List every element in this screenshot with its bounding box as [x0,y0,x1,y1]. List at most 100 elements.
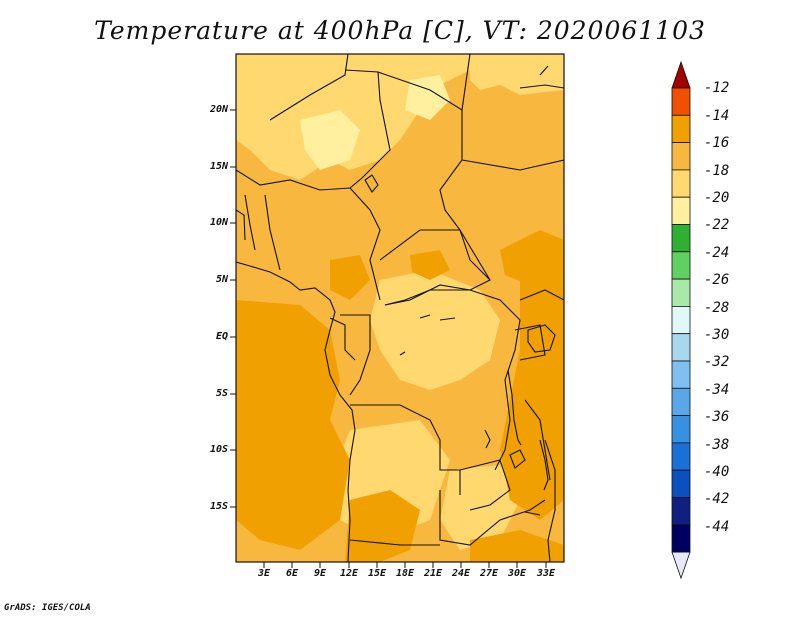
colorbar-label: -20 [704,190,730,206]
axis-ticks [230,109,547,568]
country-borders [236,54,564,562]
lake-chad [364,174,379,193]
colorbar-swatch [671,333,691,362]
red-sea-fragment [519,84,564,89]
y-tick-label: 10N [209,217,228,228]
colorbar-swatch [671,497,691,526]
y-tick-label: EQ [215,331,228,342]
field-region-14-east [500,260,564,520]
y-tick-label: 15S [209,501,228,512]
border-nigeria-cameroon [349,187,381,301]
colorbar-swatch [671,387,691,416]
inland-dash-2 [439,317,456,321]
border-north-1 [269,54,349,121]
border-kenya [519,289,564,301]
colorbar-top-arrow [671,60,691,89]
x-tick-label: 33E [536,568,556,579]
colorbar-swatch [671,196,691,225]
y-tick-label: 20N [209,104,228,115]
colorbar-label: -22 [704,217,730,233]
colorbar-label: -14 [704,108,730,124]
border-west-small [244,194,256,251]
colorbar-swatch [671,278,691,307]
x-tick-label: 30E [507,568,527,579]
nile-fragment [539,65,549,76]
x-tick-label: 21E [423,568,443,579]
field-region-14-west [236,300,350,550]
lake-congo [399,351,406,356]
x-tick-label: 27E [479,568,499,579]
colorbar-swatch [671,251,691,280]
colorbar-label: -26 [704,272,730,288]
lake-zambia [509,449,526,469]
colorbar-label: -30 [704,327,730,343]
y-tick-label: 5S [215,388,228,399]
colorbar-label: -12 [704,80,730,96]
colorbar-label: -42 [704,491,730,507]
y-tick-label: 5N [215,274,228,285]
inland-dash-1 [419,314,431,319]
border-mali-niger [236,169,351,191]
colorbar-label: -16 [704,135,730,151]
border-zambia-south [439,490,546,546]
x-tick-label: 12E [339,568,359,579]
y-tick-label: 15N [209,161,228,172]
field-region-14-center2 [330,255,370,300]
temperature-field [236,54,564,562]
colorbar-swatch [671,224,691,253]
field-region-14-south-band [345,490,420,562]
colorbar-label: -44 [704,519,730,535]
colorbar-swatch [671,360,691,389]
colorbar-label: -18 [704,163,730,179]
field-region-20-north2 [405,75,450,120]
field-region-20-north [300,110,360,170]
chart-title: Temperature at 400hPa [C], VT: 202006110… [94,16,706,45]
border-congo [340,314,371,396]
colorbar-swatch [671,442,691,471]
colorbar-label: -32 [704,354,730,370]
y-tick-label: 10S [209,444,228,455]
field-region-14-center [410,250,450,280]
lake-malawi [539,439,549,491]
field-region-18-northeast [470,54,564,95]
colorbar-label: -36 [704,409,730,425]
lake-victoria [527,324,556,353]
border-south [349,539,440,546]
border-north-3 [377,54,471,111]
border-sudan [461,159,564,171]
colorbar-bottom-arrow [671,551,691,580]
footer-credit: GrADS: IGES/COLA [4,603,91,613]
border-tanzania [524,399,551,481]
colorbar-label: -34 [704,382,730,398]
colorbar-swatch [671,114,691,144]
x-tick-label: 9E [313,568,327,579]
lake-drc [484,429,491,449]
colorbar-swatch [671,524,691,553]
x-tick-label: 24E [451,568,471,579]
field-region-14-south-band2 [470,530,564,562]
colorbar-swatch [671,469,691,498]
border-north-2 [344,69,391,189]
colorbar [671,60,691,580]
border-drc-east [494,319,521,471]
colorbar-swatch [671,142,691,171]
lake-south [524,511,541,516]
border-zambia [459,459,511,511]
colorbar-swatch [671,169,691,198]
border-drc-north [384,284,521,321]
colorbar-swatch [671,87,691,116]
border-west-small2 [236,209,246,241]
colorbar-label: -24 [704,245,730,261]
border-nigeria [264,194,281,271]
x-tick-label: 6E [285,568,299,579]
map-frame [235,53,565,563]
x-tick-label: 15E [367,568,387,579]
coastline-west [236,261,356,562]
lake-tanganyika [507,369,522,446]
colorbar-label: -40 [704,464,730,480]
border-uganda [514,324,546,361]
colorbar-swatch [671,415,691,444]
x-tick-label: 3E [257,568,271,579]
x-tick-label: 18E [395,568,415,579]
